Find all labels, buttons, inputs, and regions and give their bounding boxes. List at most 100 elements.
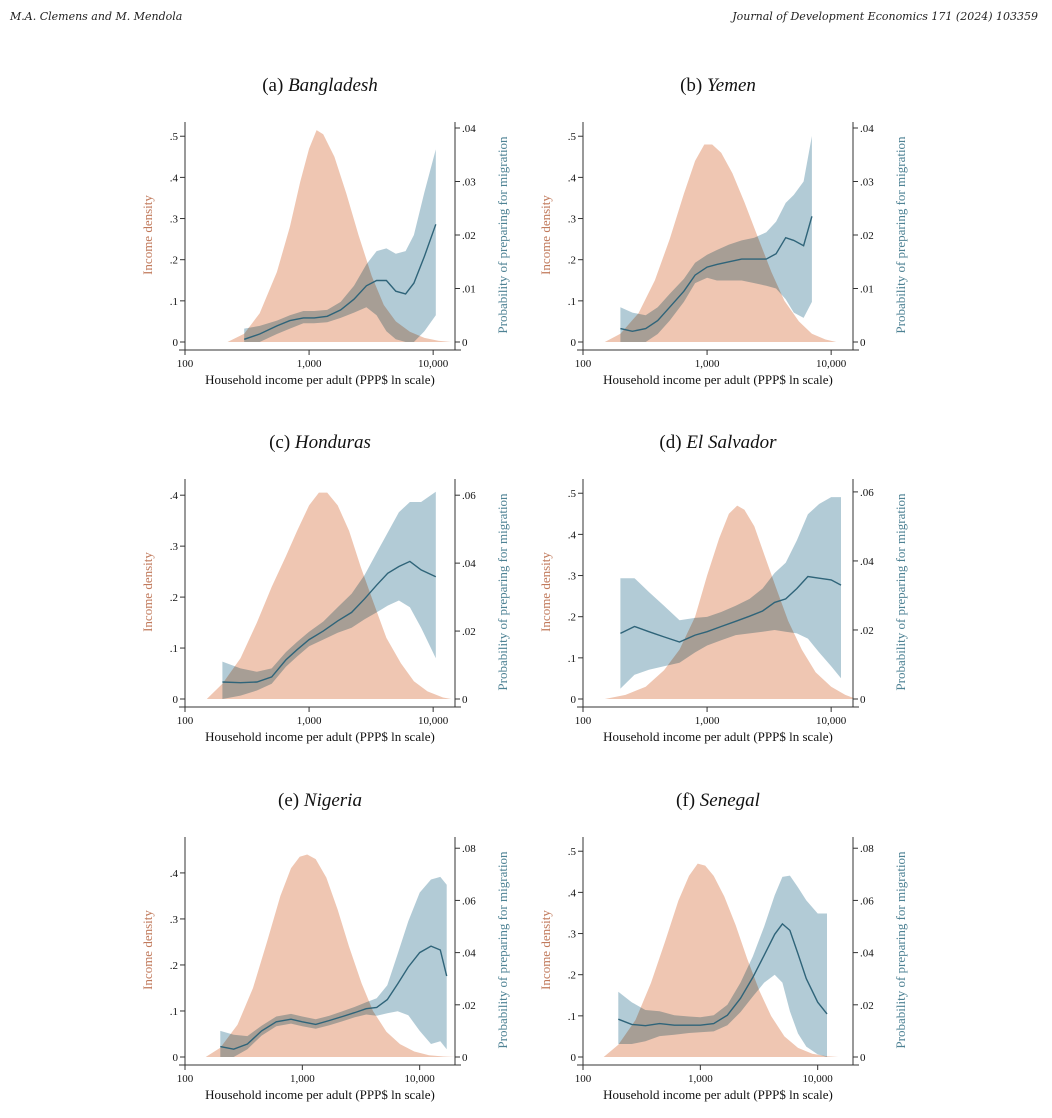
income-density-area (227, 130, 452, 342)
panel-title: (e) Nigeria (278, 790, 362, 811)
panel-title-country: Bangladesh (288, 75, 378, 96)
chart-panel-3: (c) Honduras 0 .1 .2 .3 .4 0 .02 .04 .06 100 1,000 1… (140, 432, 510, 744)
left-tick-label: .5 (568, 488, 577, 500)
left-tick-label: .4 (170, 172, 179, 184)
x-tick-label: 1,000 (688, 1073, 713, 1085)
left-tick-label: .4 (568, 529, 577, 541)
income-density-area (603, 863, 839, 1057)
migration-probability-line (620, 575, 842, 643)
panel-title-prefix: (c) (269, 432, 295, 453)
left-tick-label: 0 (571, 337, 577, 349)
running-header-authors: M.A. Clemens and M. Mendola (10, 10, 183, 23)
left-tick-label: 0 (571, 694, 577, 706)
left-tick-label: .1 (170, 1006, 178, 1018)
income-density-area (205, 854, 455, 1057)
right-tick-label: 0 (860, 1052, 866, 1064)
right-tick-label: .02 (860, 625, 874, 637)
right-tick-label: .02 (860, 230, 874, 242)
x-tick-label: 10,000 (816, 358, 847, 370)
x-tick-label: 10,000 (418, 358, 449, 370)
left-axis-title: Income density (538, 195, 553, 275)
chart-panel-2: (b) Yemen 0 .1 .2 .3 .4 .5 0 .01 .02 .03 .04 100 1,00… (538, 75, 908, 387)
left-axis-title: Income density (140, 552, 155, 632)
x-tick-label: 1,000 (297, 715, 322, 727)
x-tick-label: 10,000 (803, 1073, 834, 1085)
right-tick-label: 0 (462, 337, 468, 349)
x-axis-title: Household income per adult (PPP$ ln scal… (603, 372, 833, 387)
left-tick-label: .5 (568, 131, 577, 143)
left-tick-label: .3 (568, 929, 577, 941)
migration-probability-ci-band (618, 875, 827, 1057)
panel-title-prefix: (a) (262, 75, 288, 96)
x-axis-title: Household income per adult (PPP$ ln scal… (205, 1087, 435, 1102)
right-tick-label: .06 (462, 490, 476, 502)
panel-title: (c) Honduras (269, 432, 371, 453)
income-density-area (604, 505, 853, 699)
plot-area (227, 130, 452, 342)
left-tick-label: .2 (568, 255, 576, 267)
right-tick-label: .04 (462, 123, 476, 135)
left-tick-label: .5 (568, 846, 577, 858)
right-axis-title: Probability of preparing for migration (495, 136, 510, 334)
right-tick-label: .02 (462, 230, 476, 242)
panel-title-country: Honduras (294, 432, 371, 453)
left-tick-label: .3 (170, 214, 179, 226)
right-tick-label: .06 (462, 895, 476, 907)
right-tick-label: .04 (462, 558, 476, 570)
migration-probability-ci-band (620, 136, 812, 342)
chart-panel-5: (e) Nigeria 0 .1 .2 .3 .4 0 .02 .04 .06 .08 100 1,00… (140, 790, 510, 1102)
running-header-journal: Journal of Development Economics 171 (20… (732, 10, 1038, 23)
x-tick-label: 100 (177, 715, 194, 727)
panel-title-prefix: (f) (676, 790, 700, 811)
migration-probability-line (620, 216, 813, 333)
right-tick-label: 0 (860, 337, 866, 349)
migration-probability-line (222, 560, 437, 684)
panel-title: (f) Senegal (676, 790, 760, 811)
right-tick-label: .06 (860, 487, 874, 499)
migration-probability-line (618, 922, 828, 1027)
x-tick-label: 100 (575, 358, 592, 370)
left-tick-label: .1 (568, 296, 576, 308)
left-tick-label: 0 (571, 1052, 577, 1064)
left-tick-label: .2 (170, 960, 178, 972)
right-axis-title: Probability of preparing for migration (893, 851, 908, 1049)
right-axis-title: Probability of preparing for migration (893, 493, 908, 691)
right-tick-label: .02 (462, 626, 476, 638)
left-tick-label: 0 (173, 694, 179, 706)
left-tick-label: .1 (170, 643, 178, 655)
right-tick-label: 0 (860, 694, 866, 706)
left-tick-label: .1 (568, 1011, 576, 1023)
x-tick-label: 1,000 (695, 715, 720, 727)
left-axis-title: Income density (538, 552, 553, 632)
left-tick-label: .3 (170, 914, 179, 926)
right-tick-label: .01 (462, 284, 476, 296)
migration-probability-line (220, 945, 448, 1050)
panel-title: (a) Bangladesh (262, 75, 378, 96)
x-tick-label: 100 (177, 1073, 194, 1085)
panel-title-country: Yemen (707, 75, 756, 96)
plot-area (206, 491, 452, 699)
panel-title-prefix: (d) (659, 432, 686, 453)
left-axis-title: Income density (140, 195, 155, 275)
chart-panel-6: (f) Senegal 0 .1 .2 .3 .4 .5 0 .02 .04 .06 .08 100 1,… (538, 790, 908, 1102)
x-axis-title: Household income per adult (PPP$ ln scal… (603, 1087, 833, 1102)
left-tick-label: 0 (173, 337, 179, 349)
x-tick-label: 10,000 (405, 1073, 436, 1085)
left-tick-label: .3 (568, 214, 577, 226)
right-tick-label: 0 (462, 1052, 468, 1064)
left-tick-label: .3 (568, 571, 577, 583)
left-tick-label: .2 (568, 970, 576, 982)
migration-probability-ci-band (220, 876, 447, 1057)
x-tick-label: 1,000 (290, 1073, 315, 1085)
right-tick-label: .04 (860, 948, 874, 960)
right-tick-label: .03 (860, 177, 874, 189)
right-tick-label: 0 (462, 694, 468, 706)
panel-title: (d) El Salvador (659, 432, 777, 453)
left-tick-label: .3 (170, 541, 179, 553)
x-tick-label: 10,000 (418, 715, 449, 727)
right-tick-label: .04 (462, 948, 476, 960)
chart-panel-4: (d) El Salvador 0 .1 .2 .3 .4 .5 0 .02 .04 .06 100 1… (538, 432, 908, 744)
panel-title-country: Senegal (700, 790, 760, 811)
right-tick-label: .06 (860, 895, 874, 907)
